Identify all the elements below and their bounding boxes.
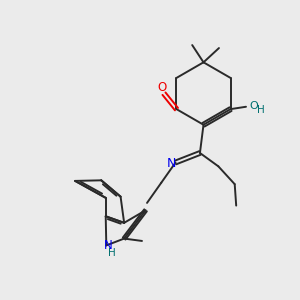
Text: N: N [167,158,176,170]
Text: O: O [157,81,166,94]
Text: O: O [250,101,258,111]
Text: N: N [103,239,112,252]
Text: H: H [257,105,265,115]
Text: H: H [108,248,116,258]
